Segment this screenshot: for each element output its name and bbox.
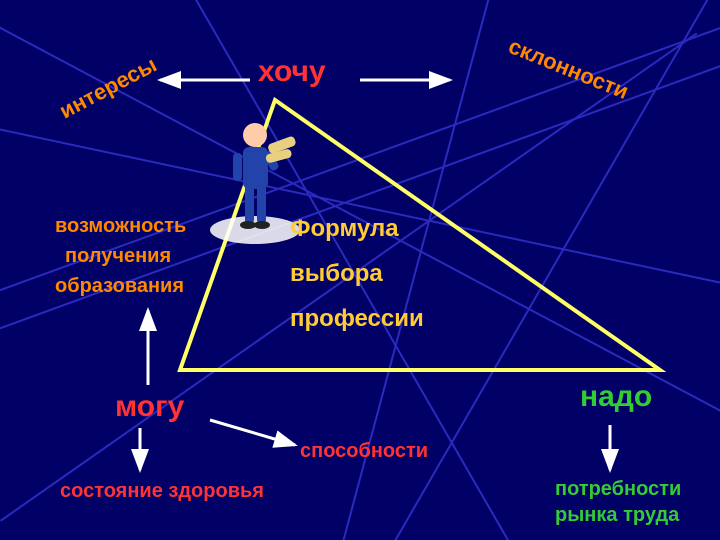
torso: [243, 147, 268, 189]
leg-right: [257, 185, 266, 223]
shoe-left: [240, 221, 256, 229]
label-vybora: выбора: [290, 260, 383, 288]
label-rynka: рынка труда: [555, 504, 679, 527]
label-vozmozhnost: возможность: [55, 215, 186, 238]
label-nado: надо: [580, 380, 652, 414]
arm-left: [233, 153, 242, 181]
label-mogu: могу: [115, 390, 184, 424]
shoe-right: [254, 221, 270, 229]
label-formula: Формула: [290, 215, 399, 243]
label-obrazovaniya: образования: [55, 275, 184, 298]
diagram-stage: хочуинтересысклонностиФормулавыборапрофе…: [0, 0, 720, 540]
label-potrebnosti: потребности: [555, 478, 681, 501]
label-professii: профессии: [290, 305, 424, 333]
label-sposobnosti: способности: [300, 440, 428, 463]
spotlight: [210, 216, 300, 244]
label-sostoyanie: состояние здоровья: [60, 480, 264, 503]
head: [243, 123, 267, 147]
leg-left: [245, 185, 254, 223]
arrow-mogu-right: [210, 420, 295, 445]
label-polucheniya: получения: [65, 245, 171, 268]
label-hochu: хочу: [258, 55, 326, 89]
